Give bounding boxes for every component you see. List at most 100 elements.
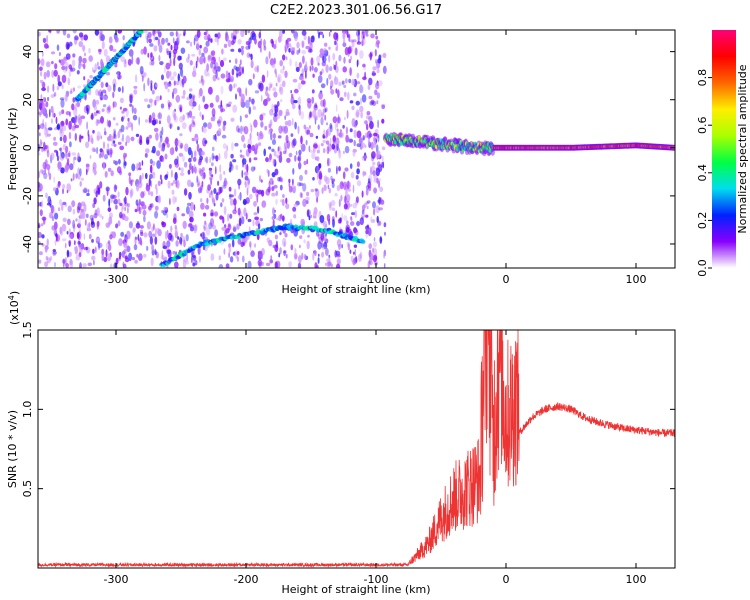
- noise-speck: [295, 61, 298, 68]
- noise-speck: [119, 145, 125, 151]
- noise-speck: [99, 30, 103, 35]
- noise-speck: [127, 58, 132, 66]
- noise-speck: [202, 232, 205, 241]
- noise-speck: [143, 253, 147, 258]
- noise-speck: [167, 88, 170, 93]
- noise-speck: [316, 231, 319, 237]
- snr-xtick-label: 0: [503, 573, 510, 586]
- noise-speck: [153, 127, 159, 132]
- noise-speck: [317, 109, 323, 118]
- noise-speck: [197, 183, 200, 188]
- noise-speck: [235, 93, 237, 100]
- noise-speck: [322, 220, 327, 228]
- noise-speck: [177, 73, 180, 82]
- noise-speck: [140, 191, 145, 199]
- noise-speck: [229, 213, 233, 219]
- noise-speck: [225, 103, 228, 109]
- colorbar-tick-label: 0.8: [696, 69, 709, 87]
- noise-speck: [341, 213, 344, 220]
- noise-speck: [58, 52, 61, 56]
- noise-speck: [158, 44, 163, 53]
- noise-speck: [301, 30, 307, 36]
- noise-speck: [329, 137, 332, 147]
- noise-speck: [91, 112, 94, 120]
- noise-speck: [229, 194, 234, 198]
- noise-speck: [247, 218, 252, 223]
- noise-speck: [149, 158, 153, 165]
- noise-speck: [338, 199, 341, 207]
- noise-speck: [269, 177, 274, 185]
- noise-speck: [258, 250, 263, 258]
- noise-speck: [207, 72, 210, 77]
- noise-speck: [381, 155, 384, 163]
- noise-speck: [123, 59, 127, 68]
- noise-speck: [198, 48, 202, 56]
- noise-speck: [350, 221, 355, 226]
- noise-speck: [45, 61, 51, 68]
- noise-speck: [51, 118, 53, 124]
- noise-speck: [329, 202, 332, 209]
- noise-speck: [319, 215, 325, 223]
- noise-speck: [327, 143, 332, 152]
- noise-speck: [282, 126, 287, 134]
- noise-speck: [77, 156, 82, 163]
- noise-speck: [46, 257, 51, 264]
- noise-speck: [312, 210, 317, 218]
- noise-speck: [250, 250, 255, 257]
- snr-background: [38, 330, 675, 568]
- noise-speck: [320, 116, 324, 126]
- noise-speck: [172, 49, 178, 55]
- noise-speck: [229, 84, 232, 92]
- noise-speck: [211, 50, 216, 56]
- noise-speck: [336, 258, 341, 265]
- noise-speck: [272, 87, 277, 92]
- noise-speck: [298, 149, 302, 155]
- noise-speck: [267, 186, 271, 193]
- noise-speck: [329, 124, 333, 133]
- noise-speck: [319, 48, 324, 55]
- noise-speck: [310, 149, 313, 154]
- noise-speck: [271, 148, 275, 152]
- noise-speck: [373, 187, 377, 194]
- noise-speck: [310, 188, 315, 193]
- noise-speck: [333, 63, 335, 70]
- noise-speck: [223, 170, 226, 175]
- noise-speck: [73, 118, 76, 126]
- noise-speck: [122, 35, 125, 41]
- noise-speck: [99, 94, 102, 99]
- noise-speck: [356, 81, 361, 85]
- noise-speck: [253, 119, 258, 128]
- noise-speck: [375, 35, 379, 40]
- noise-speck: [125, 186, 129, 196]
- noise-speck: [143, 30, 148, 34]
- noise-speck: [56, 85, 60, 91]
- noise-speck: [366, 200, 371, 204]
- noise-speck: [107, 167, 112, 172]
- noise-speck: [242, 30, 247, 33]
- noise-speck: [44, 145, 48, 150]
- noise-speck: [123, 197, 126, 203]
- noise-speck: [198, 160, 202, 166]
- noise-speck: [288, 178, 291, 183]
- noise-speck: [69, 141, 72, 148]
- noise-speck: [363, 120, 368, 125]
- noise-speck: [318, 172, 323, 181]
- noise-speck: [161, 221, 167, 228]
- noise-speck: [59, 147, 62, 151]
- noise-speck: [202, 137, 207, 147]
- noise-speck: [339, 217, 342, 224]
- noise-speck: [39, 79, 44, 84]
- noise-speck: [228, 167, 232, 173]
- noise-speck: [223, 120, 227, 126]
- noise-speck: [307, 35, 310, 45]
- noise-speck: [68, 41, 73, 47]
- noise-speck: [158, 141, 162, 149]
- noise-speck: [49, 211, 54, 219]
- noise-speck: [150, 257, 154, 267]
- noise-speck: [121, 110, 125, 114]
- noise-speck: [249, 123, 252, 127]
- noise-speck: [207, 54, 211, 61]
- noise-speck: [96, 61, 99, 67]
- noise-speck: [82, 44, 85, 53]
- noise-speck: [348, 59, 352, 64]
